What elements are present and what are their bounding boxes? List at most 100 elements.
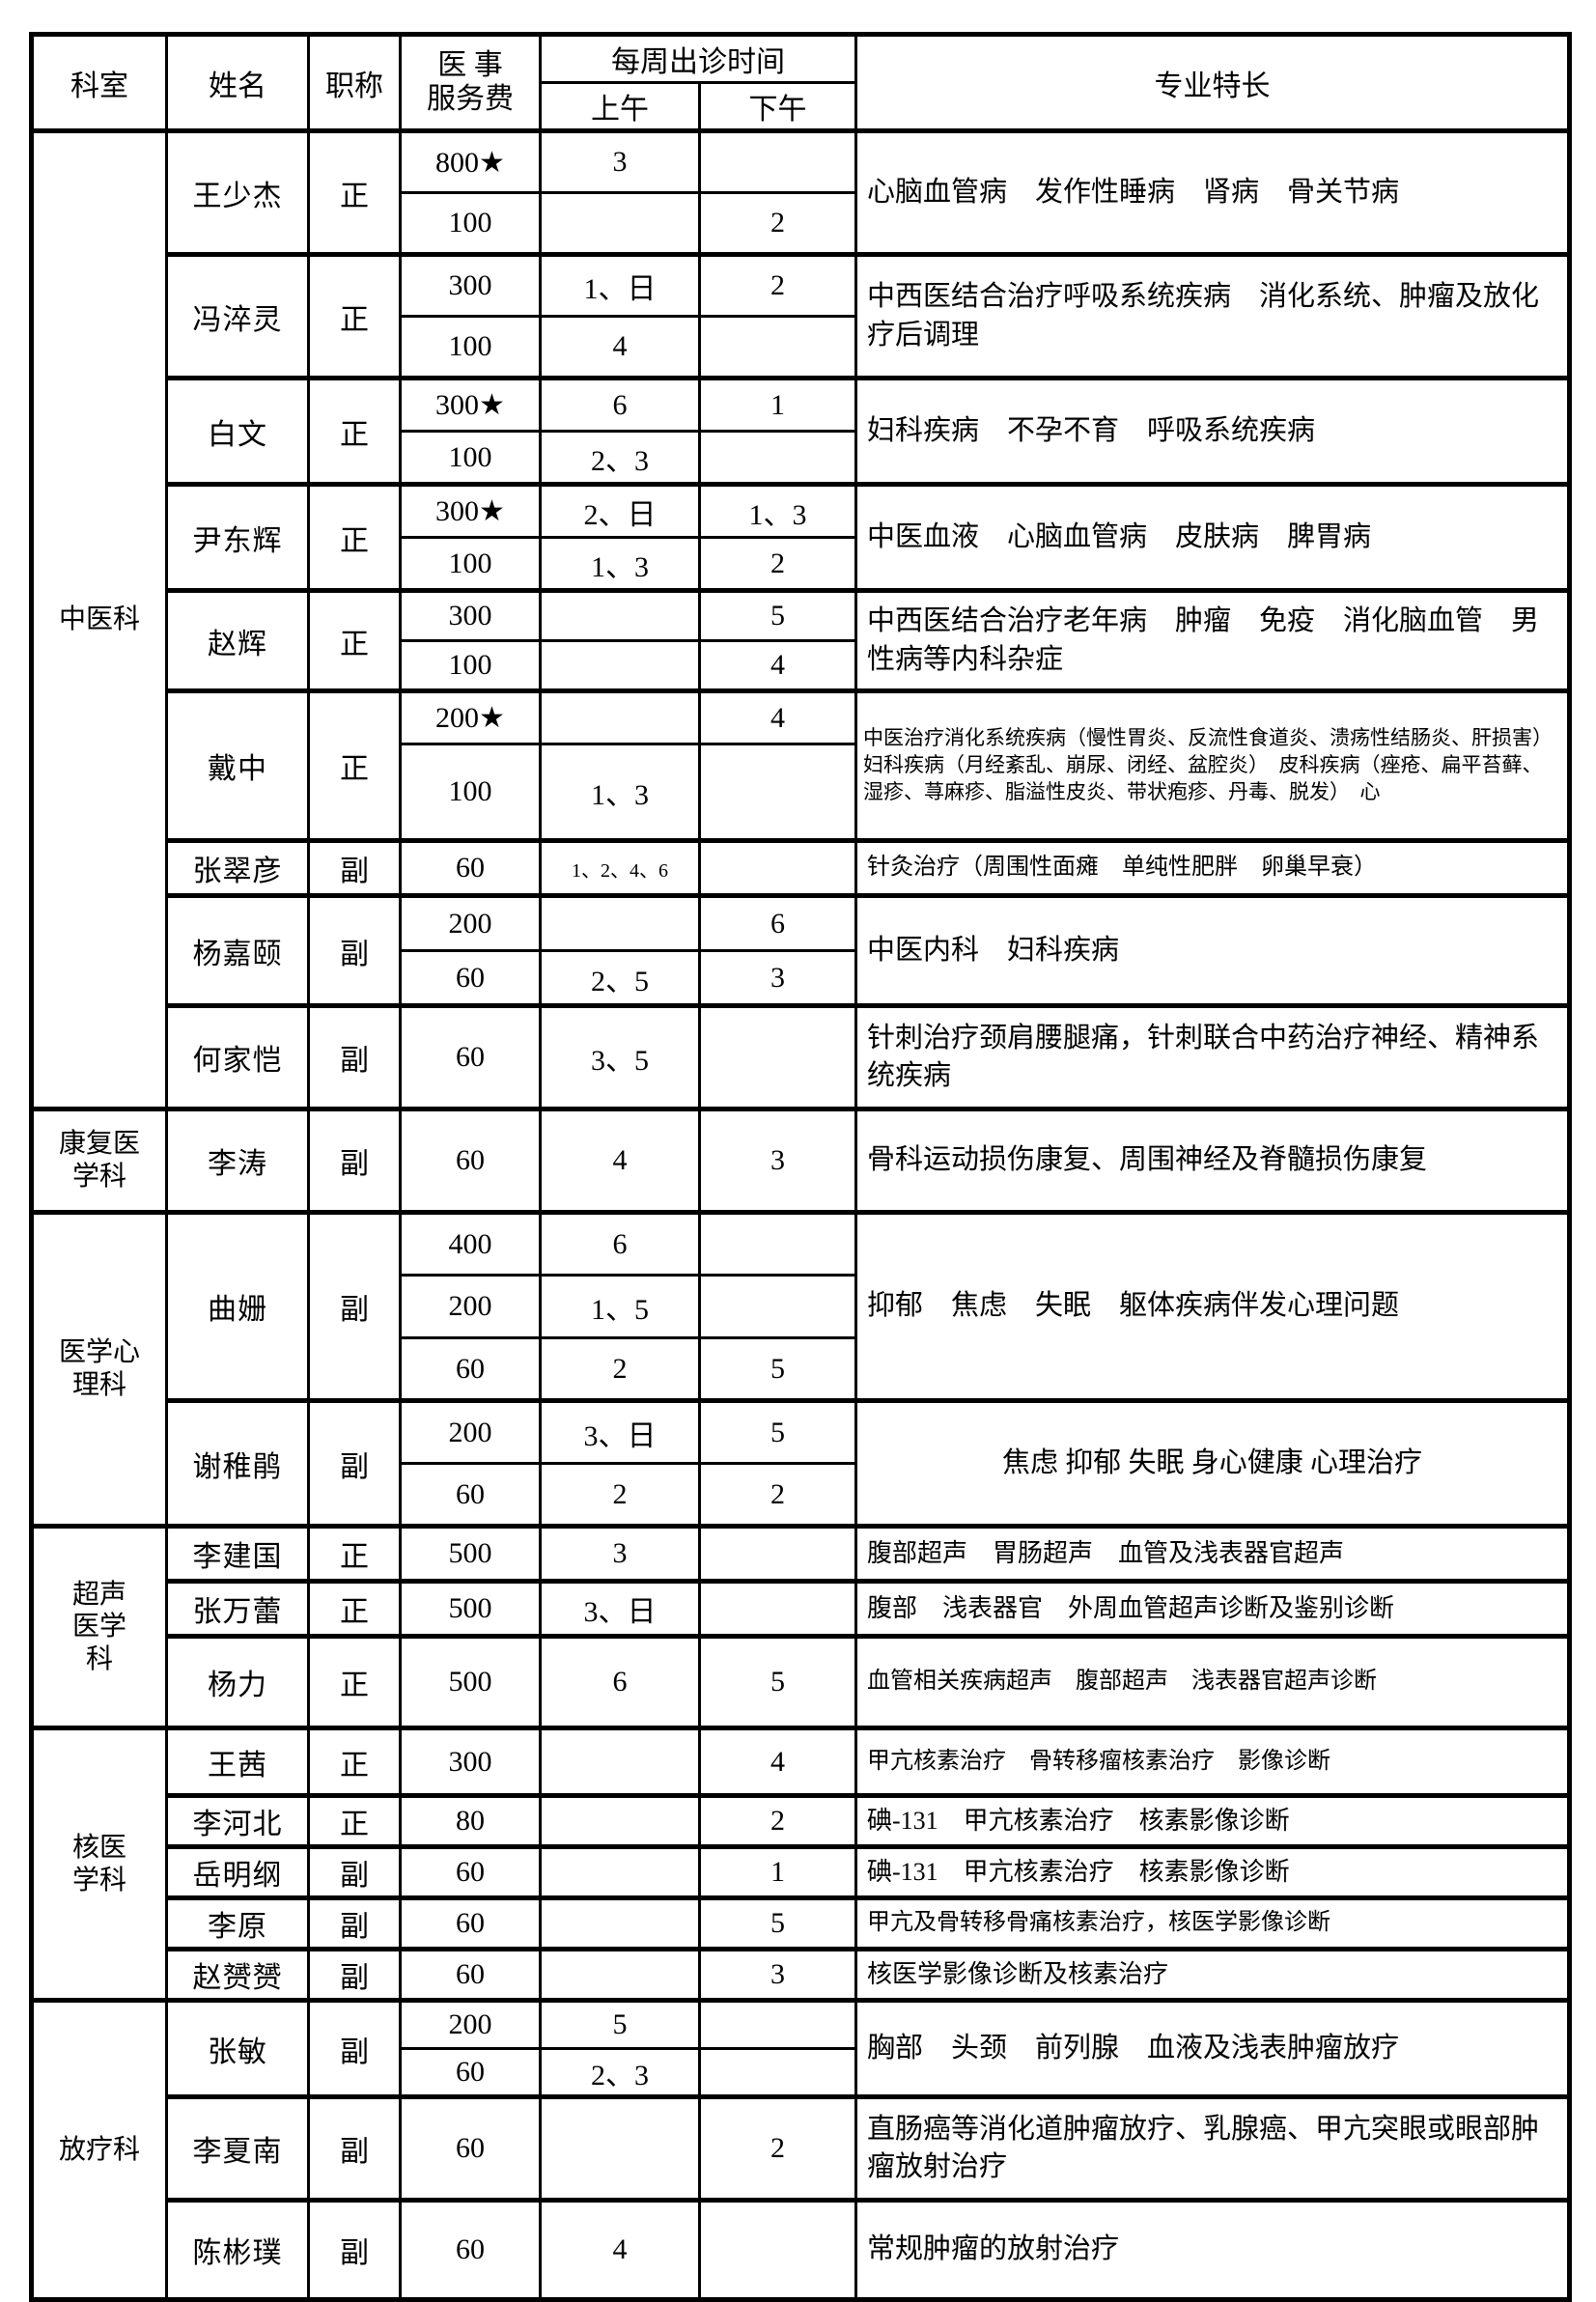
doctor-title: 正 [307,588,402,692]
pm-cell [698,2198,857,2301]
doctor-name: 王茜 [165,1726,310,1797]
specialty-cell: 妇科疾病 不孕不育 呼吸系统疾病 [854,376,1571,486]
doctor-title: 副 [307,1003,402,1110]
specialty-cell: 针灸治疗（周围性面瘫 单纯性肥胖 卵巢早衰） [854,838,1571,897]
pm-cell [698,1524,857,1583]
col-header-am: 上午 [539,81,701,132]
doctor-title: 副 [307,838,402,897]
fee-cell: 60 [399,949,542,1007]
fee-cell: 200 [399,893,542,952]
specialty-cell: 碘-131 甲亢核素治疗 核素影像诊断 [854,1844,1571,1899]
doctor-title: 正 [307,128,402,256]
table-row: 何家恺副 60 3、5 针刺治疗颈肩腰腿痛，针刺联合中药治疗神经、精神系统疾病 [32,1003,1571,1110]
specialty-cell: 核医学影像诊断及核素治疗 [854,1947,1571,2002]
pm-cell: 6 [698,893,857,952]
col-header-fee: 医 事 服务费 [399,33,542,132]
doctor-title: 正 [307,1726,402,1797]
specialty-cell: 血管相关疾病超声 腹部超声 浅表器官超声诊断 [854,1634,1571,1729]
col-header-title: 职称 [307,33,402,132]
fee-cell: 400 [399,1210,542,1277]
pm-cell: 2 [698,252,857,318]
fee-cell: 100 [399,191,542,256]
doctor-name: 谢稚鹃 [165,1398,310,1528]
specialty-cell: 甲亢及骨转移骨痛核素治疗，核医学影像诊断 [854,1895,1571,1951]
col-header-schedule: 每周出诊时间 [539,33,857,84]
table-row: 冯淬灵正 300 1、日 2 中西医结合治疗呼吸系统疾病 消化系统、肿瘤及放化疗后调理 [32,252,1571,379]
am-cell: 2 [539,1336,701,1402]
fee-cell: 300 [399,588,542,642]
doctor-title: 副 [307,1947,402,2002]
fee-cell: 60 [399,2094,542,2202]
doctor-title: 副 [307,1210,402,1402]
pm-cell: 2 [698,191,857,256]
doctor-title: 正 [307,252,402,379]
fee-cell: 80 [399,1793,542,1848]
am-cell [539,2094,701,2202]
table-row: 60 2 5 [32,1336,1570,1402]
pm-cell [698,315,857,379]
fee-cell: 100 [399,536,542,592]
department-cell: 医学心 理科 [30,1210,168,1528]
doctor-name: 曲姗 [165,1210,310,1402]
specialty-cell: 抑郁 焦虑 失眠 躯体疾病伴发心理问题 [854,1210,1571,1402]
fee-cell: 60 [399,1947,542,2002]
fee-cell: 500 [399,1524,542,1583]
pm-cell [698,1210,857,1277]
doctor-name: 杨嘉颐 [165,893,310,1007]
doctor-name: 张万蕾 [165,1579,310,1638]
pm-cell: 5 [698,1336,857,1402]
am-cell: 3 [539,128,701,194]
am-cell [539,588,701,642]
pm-cell [698,743,857,842]
table-row: 100 2 [32,191,1570,256]
am-cell [539,1793,701,1848]
specialty-cell: 腹部 浅表器官 外周血管超声诊断及鉴别诊断 [854,1579,1571,1638]
fee-cell: 500 [399,1579,542,1638]
pm-cell: 5 [698,1895,857,1951]
table-row: 100 1、3 [32,743,1570,842]
am-cell [539,1844,701,1899]
am-cell: 1、3 [539,536,701,592]
table-row: 赵赟赟副 60 3 核医学影像诊断及核素治疗 [32,1947,1571,2002]
doctor-name: 李河北 [165,1793,310,1848]
department-cell: 放疗科 [30,1998,168,2301]
table-row: 60 2、5 3 [32,949,1570,1007]
am-cell: 1、日 [539,252,701,318]
col-header-pm: 下午 [698,81,857,132]
fee-cell: 100 [399,639,542,692]
specialty-cell: 常规肿瘤的放射治疗 [854,2198,1571,2301]
specialty-cell: 腹部超声 胃肠超声 血管及浅表器官超声 [854,1524,1571,1583]
doctor-name: 赵赟赟 [165,1947,310,2002]
fee-cell: 60 [399,2198,542,2301]
am-cell [539,1726,701,1797]
doctor-title: 正 [307,1634,402,1729]
table-row: 60 2 2 [32,1462,1570,1528]
fee-cell: 60 [399,1003,542,1110]
table-row: 戴中正 200★ 4 中医治疗消化系统疾病（慢性胃炎、反流性食道炎、溃疡性结肠炎、肝损… [32,688,1571,842]
table-row: 岳明纲副 60 1 碘-131 甲亢核素治疗 核素影像诊断 [32,1844,1571,1899]
specialty-cell: 心脑血管病 发作性睡病 肾病 骨关节病 [854,128,1571,256]
am-cell: 6 [539,1634,701,1729]
fee-cell: 500 [399,1634,542,1729]
fee-cell: 300 [399,1726,542,1797]
doctor-name: 张敏 [165,1998,310,2098]
am-cell: 2、日 [539,482,701,539]
pm-cell [698,838,857,897]
department-cell: 超声 医学 科 [30,1524,168,1729]
table-row: 康复医 学科 李涛副 60 4 3 骨科运动损伤康复、周围神经及脊髓损伤康复 [30,1107,1571,1214]
specialty-cell: 碘-131 甲亢核素治疗 核素影像诊断 [854,1793,1571,1848]
table-row: 60 2、3 [32,2047,1570,2098]
fee-cell: 200 [399,1998,542,2050]
doctor-title: 正 [307,688,402,842]
fee-cell: 60 [399,1336,542,1402]
table-row: 100 4 [32,639,1570,692]
department-cell: 核医 学科 [30,1726,168,2002]
pm-cell [698,2047,857,2098]
doctor-name: 李建国 [165,1524,310,1583]
table-row: 杨力正 500 6 5 血管相关疾病超声 腹部超声 浅表器官超声诊断 [32,1634,1571,1729]
am-cell: 1、2、4、6 [539,838,701,897]
department-cell: 中医科 [30,128,168,1110]
am-cell: 4 [539,315,701,379]
am-cell: 3 [539,1524,701,1583]
pm-cell: 2 [698,1793,857,1848]
